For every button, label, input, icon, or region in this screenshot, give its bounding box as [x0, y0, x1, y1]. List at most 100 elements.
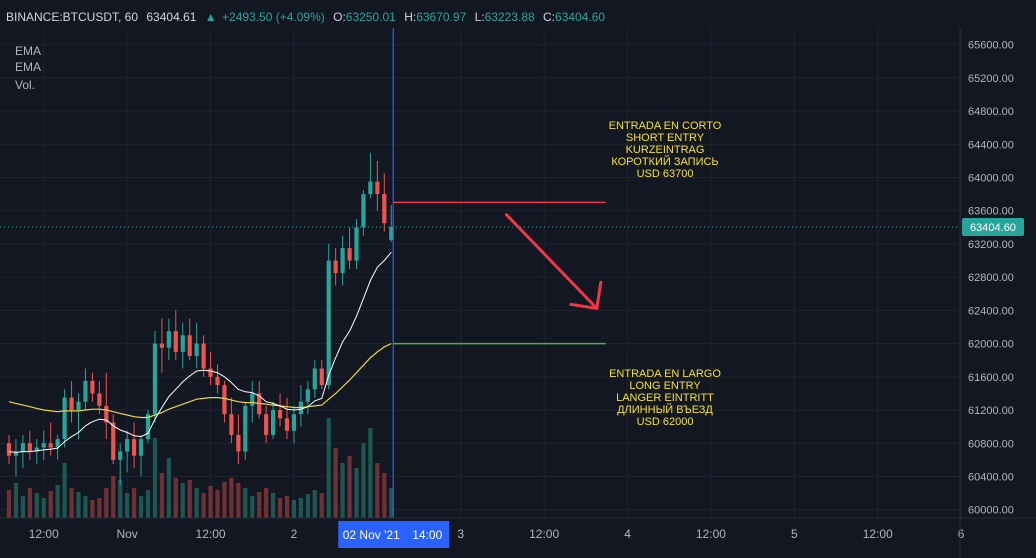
- long-entry-line: USD 62000: [636, 416, 694, 428]
- candle-body: [389, 226, 394, 240]
- candle-body: [6, 443, 12, 456]
- x-tick-label: 4: [624, 527, 631, 541]
- crosshair-date-label: 02 Nov '21: [343, 528, 400, 542]
- volume-bar: [319, 493, 324, 518]
- volume-bar: [125, 493, 130, 518]
- candle-body: [132, 439, 137, 456]
- long-entry-note: ENTRADA EN LARGO LONG ENTRY LANGER EINTR…: [590, 368, 740, 428]
- volume-bar: [187, 480, 192, 518]
- x-tick-label: 12:00: [29, 527, 59, 541]
- candle-body: [208, 368, 213, 377]
- volume-bar: [257, 492, 262, 518]
- candle-body: [194, 343, 199, 357]
- candle-body: [69, 397, 74, 411]
- candle-body: [326, 260, 331, 386]
- y-tick-label: 60800.00: [968, 438, 1014, 450]
- grid: [0, 28, 962, 518]
- candle-body: [48, 443, 53, 448]
- volume-bar: [326, 418, 331, 518]
- last-price: 63404.61: [146, 10, 197, 24]
- candle-body: [125, 439, 130, 452]
- long-entry-line: ENTRADA EN LARGO: [609, 368, 721, 380]
- indicator-ema-fast[interactable]: EMA: [15, 44, 42, 58]
- volume-bar: [76, 492, 81, 518]
- volume-bar: [236, 483, 241, 518]
- close-label: C:63404.60: [543, 10, 606, 24]
- y-tick-label: 64000.00: [968, 172, 1014, 184]
- short-entry-note: ENTRADA EN CORTO SHORT ENTRY KURZEINTRAG…: [590, 120, 740, 180]
- volume-bar: [159, 473, 164, 518]
- volume-bar: [298, 498, 303, 518]
- volume-bar: [277, 498, 283, 518]
- y-tick-label: 60400.00: [968, 471, 1014, 483]
- indicator-ema-slow[interactable]: EMA: [15, 60, 42, 74]
- volume-bar: [194, 488, 199, 518]
- short-entry-line: USD 63700: [636, 168, 694, 180]
- indicator-volume[interactable]: Vol.: [15, 78, 36, 92]
- y-tick-label: 62800.00: [968, 272, 1014, 284]
- candle-body: [291, 414, 297, 431]
- candle-body: [145, 414, 151, 440]
- candle-body: [118, 451, 123, 460]
- candle-body: [264, 414, 269, 435]
- candle-body: [20, 443, 25, 452]
- volume-bar: [118, 480, 123, 518]
- ema-slow-line: [8, 343, 392, 419]
- volume-bar: [284, 496, 290, 518]
- candle-body: [243, 405, 248, 452]
- candle-body: [187, 335, 192, 357]
- candle-body: [27, 443, 32, 452]
- x-tick-label: 12:00: [529, 527, 559, 541]
- up-triangle-icon: ▲: [204, 10, 217, 24]
- candle-body: [284, 418, 290, 431]
- candles: [6, 152, 394, 485]
- candle-body: [305, 389, 310, 402]
- volume-bar: [166, 458, 171, 518]
- volume-bar: [13, 483, 19, 518]
- volume-bar: [97, 498, 102, 518]
- ema-fast-line: [8, 251, 392, 453]
- candle-body: [104, 405, 109, 423]
- candle-body: [138, 439, 144, 456]
- ema-lines: [8, 251, 392, 453]
- volume-bar: [173, 478, 178, 518]
- candle-body: [83, 380, 88, 402]
- volume-bar: [111, 476, 116, 518]
- last-price-tag: [962, 217, 1024, 236]
- volume-bar: [229, 478, 234, 518]
- volume-bar: [62, 463, 67, 518]
- volume-bar: [180, 483, 185, 518]
- x-tick-label: 5: [791, 527, 798, 541]
- short-entry-line: КОРОТКИЙ ЗАПИСЬ: [611, 156, 719, 168]
- candle-body: [97, 393, 102, 406]
- volume-bar: [41, 498, 46, 518]
- y-tick-label: 61200.00: [968, 405, 1014, 417]
- volume-bar: [264, 488, 269, 518]
- x-tick-label: 6: [958, 527, 965, 541]
- y-tick-label: 65200.00: [968, 73, 1014, 85]
- crosshair-time-label: 14:00: [412, 528, 442, 542]
- volume-bar: [138, 496, 144, 518]
- candle-body: [90, 380, 95, 394]
- volume-bar: [69, 488, 74, 518]
- crosshair-date-tag: [338, 521, 450, 548]
- candle-body: [173, 331, 178, 352]
- volume-bar: [382, 473, 387, 518]
- entry-levels: [0, 28, 960, 518]
- volume-bar: [271, 493, 276, 518]
- short-entry-line: SHORT ENTRY: [625, 132, 705, 144]
- volume-bar: [389, 488, 394, 518]
- volume-bar: [354, 468, 359, 518]
- y-tick-label: 60000.00: [968, 505, 1014, 517]
- candle-body: [55, 439, 60, 448]
- volume-bar: [48, 491, 53, 518]
- candle-body: [333, 260, 338, 273]
- candle-body: [347, 248, 352, 261]
- volume-bar: [375, 463, 380, 518]
- volume-bar: [368, 428, 373, 518]
- candle-body: [159, 343, 164, 348]
- volume-bar: [201, 493, 206, 518]
- candle-body: [222, 385, 227, 415]
- candle-body: [361, 194, 366, 228]
